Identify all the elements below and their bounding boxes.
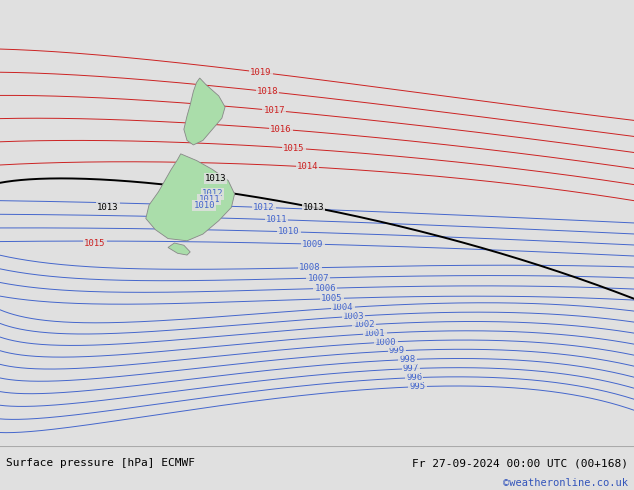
Text: 1006: 1006 [314, 284, 336, 293]
Text: 1000: 1000 [375, 338, 397, 346]
Text: 1007: 1007 [307, 273, 329, 283]
Text: 995: 995 [410, 382, 425, 391]
Text: Surface pressure [hPa] ECMWF: Surface pressure [hPa] ECMWF [6, 458, 195, 468]
Text: 998: 998 [399, 355, 416, 364]
Text: 1010: 1010 [193, 200, 215, 210]
Polygon shape [184, 78, 225, 145]
Text: 1013: 1013 [205, 174, 226, 183]
Text: 996: 996 [406, 373, 422, 382]
Text: 1002: 1002 [354, 320, 375, 329]
Polygon shape [168, 243, 190, 255]
Text: 1014: 1014 [297, 162, 318, 171]
Text: 1011: 1011 [266, 215, 287, 224]
Text: 1009: 1009 [302, 240, 324, 248]
Text: 1017: 1017 [263, 106, 285, 115]
Text: 1004: 1004 [332, 303, 354, 312]
Polygon shape [146, 154, 235, 241]
Text: 1001: 1001 [365, 329, 386, 338]
Text: 997: 997 [403, 364, 419, 373]
Text: 999: 999 [389, 346, 404, 355]
Text: 1010: 1010 [278, 227, 300, 236]
Text: ©weatheronline.co.uk: ©weatheronline.co.uk [503, 478, 628, 488]
Text: 1013: 1013 [97, 203, 119, 212]
Text: 1018: 1018 [257, 87, 278, 96]
Text: 1015: 1015 [283, 144, 305, 153]
Text: 1003: 1003 [343, 312, 365, 321]
Text: 1016: 1016 [270, 125, 292, 134]
Text: 1008: 1008 [299, 263, 320, 272]
Text: 1012: 1012 [202, 190, 223, 198]
Text: 1011: 1011 [198, 195, 220, 204]
Text: 1015: 1015 [84, 239, 106, 247]
Text: 1005: 1005 [321, 294, 343, 303]
Text: 1019: 1019 [250, 68, 272, 77]
Text: 1012: 1012 [254, 203, 275, 212]
Text: Fr 27-09-2024 00:00 UTC (00+168): Fr 27-09-2024 00:00 UTC (00+168) [411, 458, 628, 468]
Text: 1013: 1013 [302, 203, 324, 212]
